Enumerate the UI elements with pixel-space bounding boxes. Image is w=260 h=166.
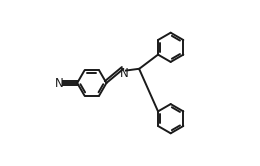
Text: N: N [120, 67, 128, 80]
Text: N: N [55, 77, 63, 89]
